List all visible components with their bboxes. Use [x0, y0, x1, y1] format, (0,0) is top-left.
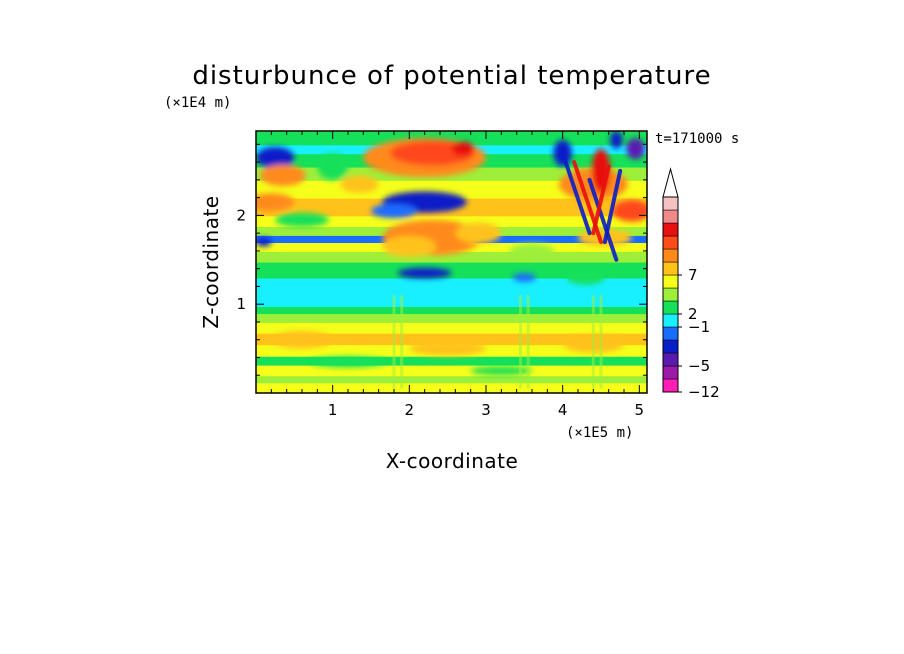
colorbar-label: −5	[688, 357, 710, 375]
heatmap-layer	[256, 331, 647, 346]
colorbar-label: −1	[688, 318, 710, 336]
heatmap-cell	[382, 235, 437, 258]
colorbar-band	[662, 287, 679, 302]
colorbar-band	[662, 352, 679, 367]
chart-title: disturbunce of potential temperature	[192, 61, 711, 91]
heatmap-layer	[256, 374, 647, 384]
colorbar-band	[662, 300, 679, 315]
x-tick-label: 1	[328, 401, 338, 419]
heatmap-plot	[256, 131, 647, 393]
heatmap-cell	[409, 341, 486, 356]
x-unit-label: (×1E5 m)	[566, 425, 633, 441]
heatmap-cell	[371, 203, 417, 219]
colorbar-band	[662, 339, 679, 354]
x-tick-label: 4	[558, 401, 568, 419]
heatmap-cell	[256, 193, 295, 211]
colorbar-extend-arrow	[662, 167, 679, 198]
time-label: t=171000 s	[655, 131, 739, 147]
heatmap-layer	[256, 354, 647, 366]
x-tick-label: 2	[405, 401, 415, 419]
heatmap-layer	[256, 214, 647, 228]
heatmap-column	[599, 295, 603, 389]
heatmap-cell	[309, 356, 387, 368]
heatmap-column	[400, 295, 404, 389]
heatmap-layer	[256, 260, 647, 279]
heatmap-cell	[275, 212, 329, 227]
heatmap-layer	[256, 287, 647, 307]
heatmap-column	[519, 295, 522, 389]
colorbar-band	[662, 209, 679, 224]
x-axis-label: X-coordinate	[386, 449, 519, 473]
heatmap-cell	[271, 330, 333, 349]
x-tick-label: 3	[481, 401, 491, 419]
heatmap-cell	[317, 153, 348, 180]
heatmap-cell	[566, 270, 605, 285]
heatmap-cell	[626, 138, 645, 160]
heatmap-column	[591, 295, 595, 389]
colorbar-label: 7	[688, 266, 698, 284]
heatmap-layer	[256, 312, 647, 323]
heatmap-cell	[340, 175, 379, 194]
heatmap-layer	[256, 381, 647, 393]
heatmap-streak	[587, 177, 619, 262]
y-unit-label: (×1E4 m)	[164, 95, 231, 111]
colorbar-band	[662, 261, 679, 276]
heatmap-layer	[256, 320, 647, 334]
y-tick-label: 2	[236, 206, 246, 224]
heatmap-layer	[256, 304, 647, 315]
heatmap-cell	[455, 222, 502, 244]
heatmap-streak	[602, 168, 623, 245]
plot-frame	[255, 130, 648, 394]
y-tick-label: 1	[236, 295, 246, 313]
y-axis-label: Z-coordinate	[199, 195, 223, 328]
heatmap-cell	[256, 146, 295, 169]
heatmap-cell	[509, 243, 555, 259]
colorbar-band	[662, 365, 679, 380]
colorbar-band	[662, 326, 679, 341]
colorbar-label: −12	[688, 383, 720, 401]
heatmap-cell	[451, 141, 475, 156]
colorbar-band	[662, 235, 679, 250]
heatmap-cell	[612, 200, 647, 222]
colorbar: 7 2−1 −5 −12	[662, 167, 720, 401]
heatmap-cell	[512, 273, 536, 282]
colorbar-band	[662, 313, 679, 328]
heatmap-cell	[259, 164, 306, 187]
heatmap-cell	[256, 237, 272, 247]
heatmap-layer	[256, 131, 647, 146]
heatmap-column	[392, 295, 396, 389]
heatmap-cell	[610, 131, 623, 149]
colorbar-frame	[662, 196, 679, 393]
heatmap-streak	[591, 164, 611, 236]
heatmap-cell	[470, 366, 532, 376]
colorbar-band	[662, 222, 679, 237]
colorbar-band	[662, 378, 679, 393]
colorbar-band	[662, 248, 679, 263]
heatmap-streak	[560, 151, 592, 236]
colorbar-band	[662, 196, 679, 211]
heatmap-cell	[397, 267, 452, 279]
heatmap-streak	[572, 160, 603, 245]
x-tick-label: 5	[635, 401, 645, 419]
colorbar-label: 2	[688, 305, 698, 323]
heatmap-column	[526, 295, 530, 389]
colorbar-band	[662, 274, 679, 289]
heatmap-layer	[256, 276, 647, 290]
